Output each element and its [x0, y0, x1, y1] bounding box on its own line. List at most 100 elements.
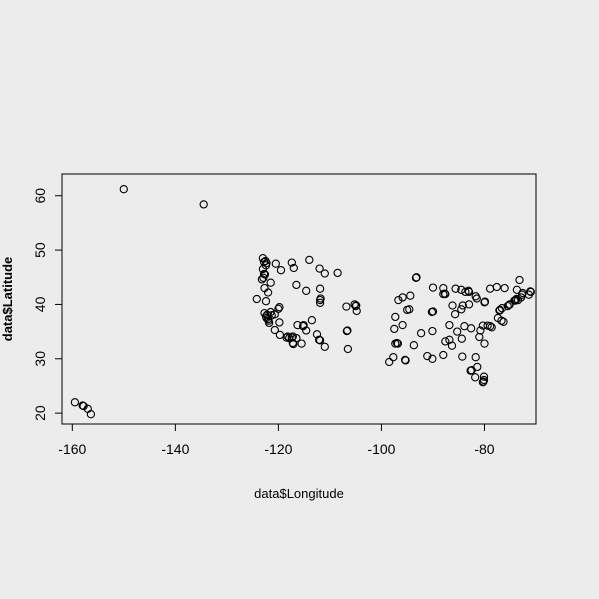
data-point	[497, 316, 506, 325]
data-point	[464, 300, 474, 309]
data-point	[428, 326, 437, 336]
data-point	[320, 269, 329, 278]
data-point	[385, 357, 394, 367]
data-point	[512, 294, 521, 304]
data-point	[274, 304, 283, 313]
data-point	[457, 305, 466, 314]
data-point	[499, 317, 508, 326]
data-point	[476, 326, 485, 335]
data-point	[479, 372, 489, 381]
data-point	[423, 351, 432, 361]
data-point	[448, 301, 457, 310]
data-point	[460, 322, 469, 331]
data-point	[428, 307, 438, 316]
y-axis: 20 30 40 50 60	[32, 188, 63, 421]
data-point	[475, 332, 484, 342]
data-point	[440, 289, 449, 298]
data-point	[264, 318, 274, 328]
data-point	[86, 410, 96, 419]
data-point	[472, 294, 481, 303]
data-point	[401, 356, 410, 365]
data-point	[79, 401, 88, 411]
data-point	[487, 323, 496, 332]
x-axis-label: data$Longitude	[254, 486, 344, 501]
data-point	[390, 324, 399, 334]
data-point	[262, 313, 271, 323]
data-point	[441, 337, 450, 346]
data-point	[428, 354, 437, 363]
data-point	[512, 285, 522, 294]
data-point	[350, 300, 359, 309]
x-tick-label: -140	[161, 441, 189, 457]
data-point	[289, 263, 298, 273]
data-point	[352, 301, 361, 310]
data-point	[466, 366, 475, 375]
data-point	[497, 304, 507, 313]
data-point	[503, 301, 512, 311]
data-point	[428, 283, 438, 292]
data-point	[406, 291, 415, 300]
data-point	[287, 258, 296, 267]
data-point	[307, 316, 317, 325]
data-point	[252, 294, 261, 304]
data-point	[515, 275, 524, 285]
y-axis-label: data$Latitude	[0, 257, 15, 342]
data-point	[412, 273, 421, 282]
data-point	[457, 285, 466, 294]
data-point	[461, 287, 470, 297]
data-point	[316, 294, 325, 303]
x-tick-label: -160	[58, 441, 86, 457]
data-point	[445, 320, 454, 330]
data-point	[270, 325, 279, 335]
data-point	[447, 341, 457, 350]
data-point	[275, 303, 284, 312]
data-point	[343, 326, 352, 335]
data-point	[70, 398, 80, 407]
data-point	[320, 342, 329, 351]
data-point	[409, 341, 419, 350]
data-point	[398, 293, 407, 302]
x-tick-label: -120	[264, 441, 292, 457]
data-point	[261, 297, 271, 306]
data-point	[276, 266, 286, 275]
y-tick-label: 60	[32, 188, 48, 204]
plot-frame	[61, 173, 537, 425]
data-point	[305, 255, 314, 265]
data-point	[466, 324, 476, 333]
data-point	[471, 353, 480, 362]
data-point	[458, 352, 467, 361]
data-point	[471, 373, 480, 382]
data-point	[333, 268, 342, 278]
data-point	[275, 318, 284, 327]
data-point	[495, 305, 505, 315]
data-point	[119, 185, 128, 194]
data-point	[315, 298, 325, 307]
data-point	[405, 305, 414, 314]
data-point	[478, 321, 488, 330]
y-tick-label: 40	[32, 296, 48, 312]
data-point	[312, 330, 322, 339]
y-tick-label: 20	[32, 405, 48, 421]
data-point	[480, 297, 490, 306]
data-point	[302, 326, 311, 335]
data-point	[416, 329, 426, 338]
data-point	[500, 283, 509, 293]
y-tick-label: 50	[32, 242, 48, 258]
data-point	[263, 288, 273, 297]
data-points	[70, 185, 535, 419]
data-point	[293, 320, 302, 330]
data-point	[302, 286, 311, 295]
data-point	[292, 333, 301, 343]
data-point	[510, 296, 519, 305]
data-point	[258, 264, 268, 274]
data-point	[342, 302, 351, 311]
data-point	[259, 273, 268, 282]
data-point	[315, 284, 325, 293]
data-point	[483, 321, 492, 330]
data-point	[457, 334, 466, 343]
data-point	[394, 295, 403, 305]
data-point	[315, 264, 324, 273]
x-axis: -160 -140 -120 -100 -80	[58, 423, 495, 457]
data-point	[450, 310, 460, 319]
